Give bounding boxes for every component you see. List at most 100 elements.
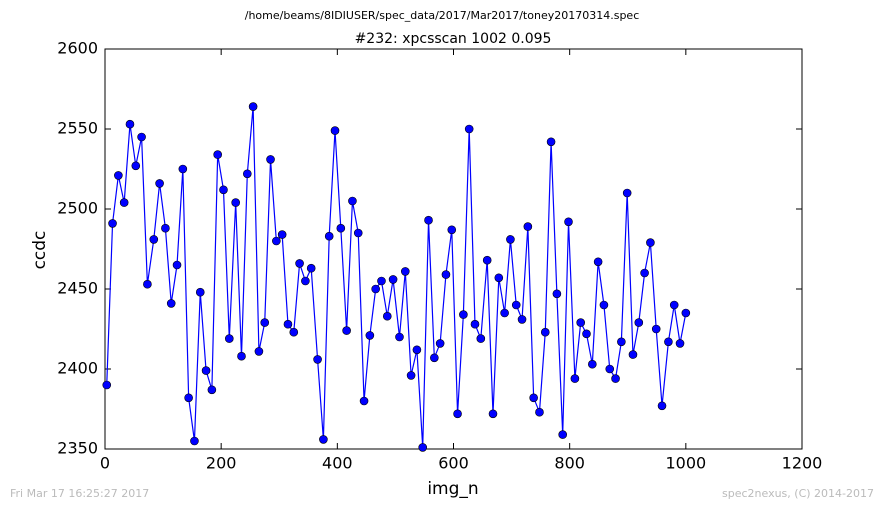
data-point <box>634 318 644 327</box>
data-point <box>599 300 609 310</box>
data-point <box>172 260 182 270</box>
data-point <box>406 371 416 380</box>
y-tick-label: 2400 <box>57 359 98 378</box>
data-point <box>277 230 287 239</box>
data-point <box>646 238 655 247</box>
data-point <box>500 308 509 318</box>
data-point <box>301 276 310 286</box>
data-point <box>388 275 398 284</box>
data-point <box>114 171 123 180</box>
data-point <box>476 334 486 343</box>
data-point <box>651 324 661 334</box>
x-tick-label: 200 <box>206 454 237 473</box>
data-point <box>447 225 457 235</box>
y-tick-label: 2500 <box>57 199 98 218</box>
chart-title: /home/beams/8IDIUSER/spec_data/2017/Mar2… <box>245 9 640 22</box>
data-point <box>254 347 264 356</box>
data-point <box>243 169 252 179</box>
data-point <box>348 196 357 206</box>
data-point <box>342 326 351 335</box>
data-point <box>184 393 193 403</box>
x-tick-label: 600 <box>438 454 469 473</box>
data-point <box>119 198 129 207</box>
data-point <box>441 270 451 279</box>
data-point <box>224 334 234 343</box>
data-point <box>161 223 170 233</box>
data-point <box>137 132 146 142</box>
x-tick-label: 400 <box>322 454 353 473</box>
footer-left: Fri Mar 17 16:25:27 2017 <box>10 487 149 500</box>
data-point <box>166 299 176 308</box>
data-point <box>622 188 632 198</box>
data-point <box>482 255 492 265</box>
data-point <box>201 366 211 375</box>
data-point <box>266 155 275 164</box>
x-tick-label: 1200 <box>782 454 823 473</box>
data-point <box>237 351 246 361</box>
data-point <box>576 318 586 327</box>
data-point <box>195 287 205 297</box>
data-point <box>517 315 527 324</box>
data-point <box>395 332 404 342</box>
data-point <box>564 217 573 227</box>
data-point <box>412 345 422 355</box>
data-point <box>353 228 363 238</box>
data-point <box>511 300 521 310</box>
data-point <box>552 289 562 299</box>
y-tick-label: 2450 <box>57 279 98 298</box>
data-point <box>359 396 369 406</box>
data-point <box>453 409 462 419</box>
data-point <box>400 267 410 276</box>
data-point <box>149 235 159 244</box>
data-point <box>494 273 504 283</box>
data-point <box>611 374 620 383</box>
data-point <box>529 393 538 403</box>
data-point <box>219 185 228 195</box>
data-point <box>131 161 141 171</box>
y-tick-label: 2550 <box>57 119 98 138</box>
data-point <box>540 327 550 337</box>
data-point <box>330 126 340 135</box>
data-point <box>681 308 691 318</box>
data-point <box>365 331 375 340</box>
data-point <box>588 359 597 369</box>
data-point <box>605 364 615 374</box>
data-point <box>319 435 328 444</box>
data-point <box>435 339 445 348</box>
x-tick-label: 1000 <box>665 454 706 473</box>
data-point <box>506 235 515 244</box>
data-point <box>190 436 199 446</box>
plot-frame <box>104 48 803 450</box>
data-point <box>430 353 439 363</box>
data-point <box>143 279 152 289</box>
data-point <box>102 380 112 390</box>
data-point <box>125 119 135 129</box>
data-point <box>418 443 428 452</box>
data-point <box>155 179 164 188</box>
y-axis-label: ccdc <box>30 231 50 270</box>
data-point <box>523 222 533 231</box>
data-point <box>570 374 580 383</box>
data-point <box>459 310 468 319</box>
x-axis-label: img_n <box>427 479 478 499</box>
y-tick-label: 2600 <box>57 39 98 58</box>
data-point <box>470 319 480 329</box>
data-point <box>535 407 544 417</box>
data-point <box>313 355 322 364</box>
x-tick-label: 800 <box>554 454 585 473</box>
data-point <box>675 339 685 348</box>
data-point <box>295 259 304 268</box>
data-point <box>657 401 667 411</box>
data-point <box>178 164 188 174</box>
data-point <box>582 329 591 339</box>
data-point <box>464 124 474 134</box>
data-point <box>289 327 299 337</box>
data-point <box>306 263 316 273</box>
data-point <box>424 215 433 225</box>
data-point <box>377 276 386 286</box>
data-point <box>593 257 603 267</box>
data-point <box>283 319 293 329</box>
data-point <box>213 150 222 159</box>
data-point <box>324 231 334 241</box>
